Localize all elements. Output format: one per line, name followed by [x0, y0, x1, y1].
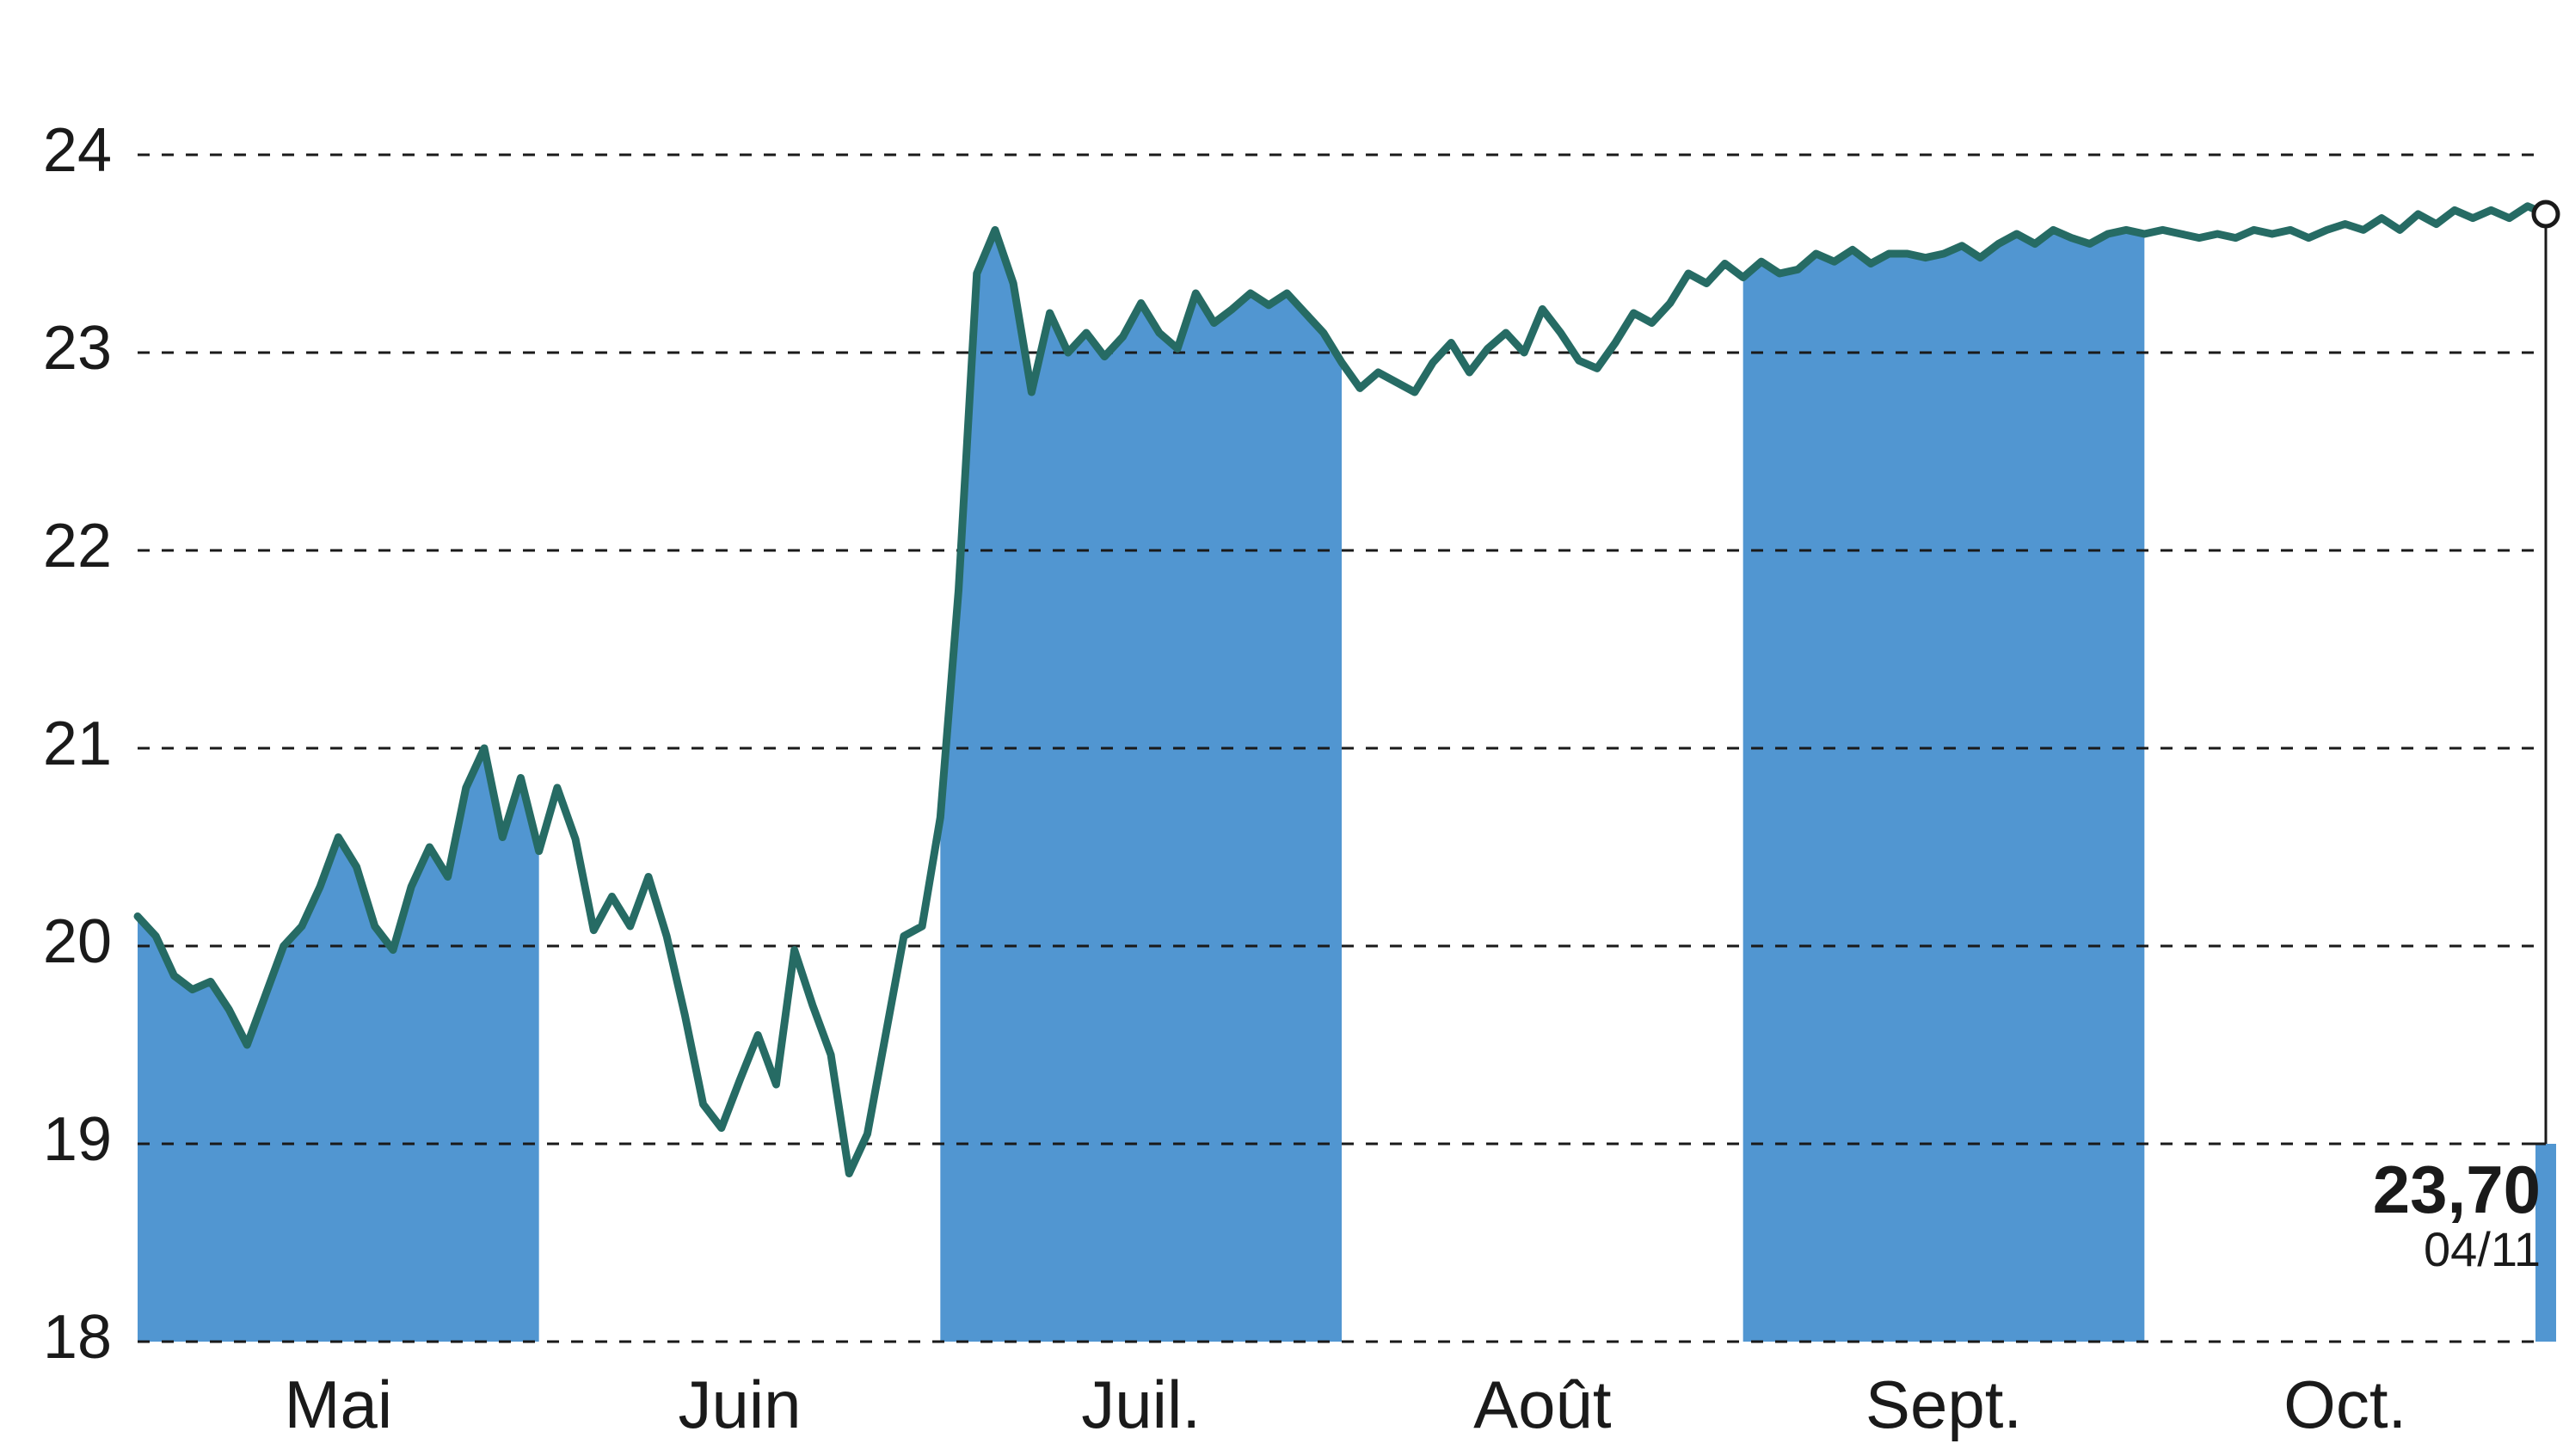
- month-band: [940, 230, 1342, 1342]
- chart-svg: 18 19 20 21 22 23 24 Mai Juin Juil. Août Sept. Oct. 2…: [0, 0, 2563, 1456]
- x-tick-label: Juin: [678, 1367, 801, 1442]
- x-tick-label: Sept.: [1865, 1367, 2022, 1442]
- y-tick-label: 23: [43, 314, 112, 383]
- y-tick-label: 24: [43, 116, 112, 185]
- y-tick-label: 20: [43, 907, 112, 976]
- y-tick-label: 22: [43, 512, 112, 581]
- x-tick-label: Oct.: [2283, 1367, 2406, 1442]
- y-tick-label: 21: [43, 710, 112, 778]
- last-point-marker-icon: [2534, 202, 2558, 226]
- stock-chart-card: EXCLUSIVE NETWORKS 18192021222324MaiJuin…: [0, 0, 2563, 1456]
- month-band: [1743, 230, 2145, 1342]
- x-tick-label: Août: [1473, 1367, 1612, 1442]
- x-tick-label: Mai: [284, 1367, 392, 1442]
- x-tick-label: Juil.: [1081, 1367, 1201, 1442]
- last-date-label: 04/11: [2424, 1222, 2541, 1276]
- y-tick-label: 19: [43, 1105, 112, 1174]
- chart-plot-area: 18 19 20 21 22 23 24 Mai Juin Juil. Août Sept. Oct. 2…: [0, 0, 2563, 1456]
- last-value-label: 23,70: [2373, 1152, 2541, 1227]
- y-tick-label: 18: [43, 1303, 112, 1372]
